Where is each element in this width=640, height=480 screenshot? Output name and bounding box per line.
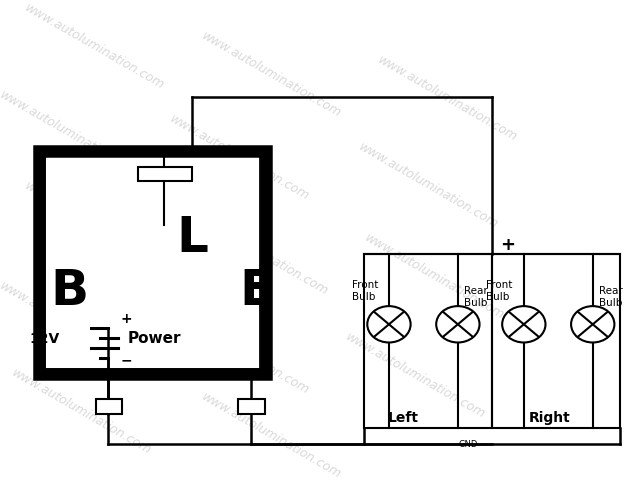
Text: Front
Bulb: Front Bulb bbox=[486, 280, 513, 302]
Bar bbox=[95, 399, 122, 414]
Bar bbox=[40, 151, 266, 374]
Text: www.autolumination.com: www.autolumination.com bbox=[168, 112, 312, 203]
Bar bbox=[238, 399, 265, 414]
Text: www.autolumination.com: www.autolumination.com bbox=[10, 366, 154, 457]
Bar bbox=[492, 254, 620, 428]
Text: B: B bbox=[50, 267, 88, 315]
Ellipse shape bbox=[571, 306, 614, 343]
Text: Left: Left bbox=[388, 411, 419, 425]
Text: L: L bbox=[176, 214, 208, 262]
Text: Rear
Bulb: Rear Bulb bbox=[598, 286, 623, 308]
Ellipse shape bbox=[436, 306, 479, 343]
Text: www.autolumination.com: www.autolumination.com bbox=[376, 53, 520, 144]
Text: www.autolumination.com: www.autolumination.com bbox=[356, 140, 500, 231]
Text: −: − bbox=[120, 353, 132, 367]
Text: www.autolumination.com: www.autolumination.com bbox=[0, 89, 141, 180]
Text: www.autolumination.com: www.autolumination.com bbox=[199, 390, 343, 480]
Text: www.autolumination.com: www.autolumination.com bbox=[0, 279, 141, 370]
Text: +: + bbox=[120, 312, 132, 325]
Text: www.autolumination.com: www.autolumination.com bbox=[168, 307, 312, 397]
Ellipse shape bbox=[502, 306, 545, 343]
Text: www.autolumination.com: www.autolumination.com bbox=[22, 1, 166, 92]
Text: Right: Right bbox=[529, 411, 570, 425]
Text: Power: Power bbox=[128, 331, 182, 346]
Text: E: E bbox=[239, 267, 273, 315]
Bar bbox=[138, 168, 192, 181]
Text: 12V: 12V bbox=[29, 332, 60, 346]
Text: GND: GND bbox=[458, 441, 477, 449]
Text: Rear
Bulb: Rear Bulb bbox=[464, 286, 488, 308]
Text: www.autolumination.com: www.autolumination.com bbox=[22, 180, 166, 271]
Text: www.autolumination.com: www.autolumination.com bbox=[363, 231, 507, 322]
Text: www.autolumination.com: www.autolumination.com bbox=[199, 29, 343, 120]
Text: +: + bbox=[500, 236, 515, 254]
Text: www.autolumination.com: www.autolumination.com bbox=[344, 331, 488, 421]
Ellipse shape bbox=[367, 306, 411, 343]
Text: Front
Bulb: Front Bulb bbox=[351, 280, 378, 302]
Bar bbox=[364, 254, 492, 428]
Bar bbox=[45, 156, 260, 369]
Text: www.autolumination.com: www.autolumination.com bbox=[186, 208, 330, 299]
